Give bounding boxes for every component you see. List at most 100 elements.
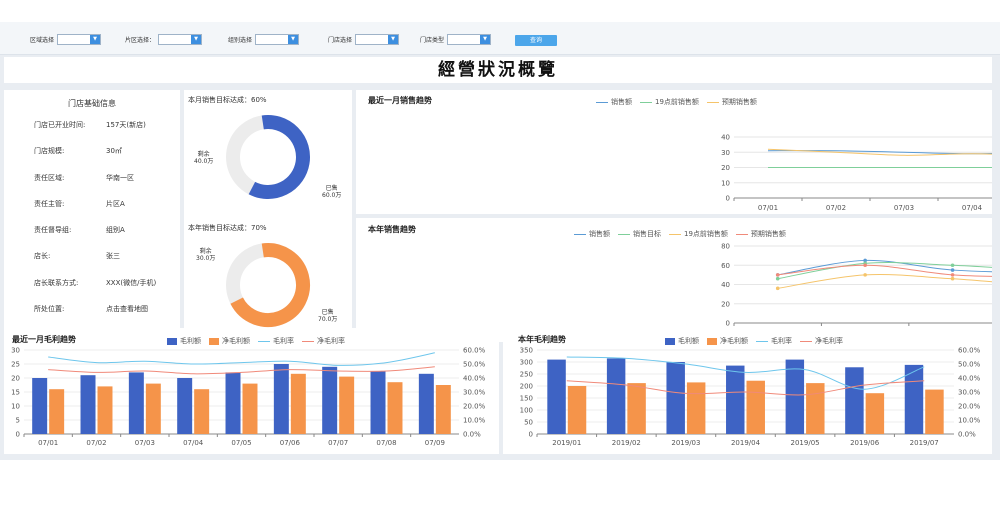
- bar: [145, 383, 161, 434]
- bar: [904, 364, 924, 434]
- x-tick-label: 2019/02: [612, 439, 641, 447]
- y2-tick-label: 30.0%: [958, 389, 981, 397]
- legend-item[interactable]: 毛利率: [756, 336, 792, 346]
- legend-item[interactable]: 净毛利额: [707, 336, 748, 346]
- legend-item[interactable]: 毛利率: [258, 336, 294, 346]
- group-select[interactable]: ▼: [255, 33, 300, 45]
- store-type-filter: 门店类型 ▼: [420, 33, 492, 45]
- bar: [49, 389, 65, 434]
- chevron-down-icon[interactable]: ▼: [480, 34, 491, 44]
- month-profit-title: 最近一月毛利趋势: [12, 335, 76, 344]
- bar: [606, 358, 626, 434]
- chevron-down-icon[interactable]: ▼: [388, 34, 399, 44]
- page-title: 經營狀況概覽: [438, 60, 558, 80]
- donut-filled-arc: [248, 115, 310, 199]
- legend-item[interactable]: 毛利额: [665, 336, 699, 346]
- chevron-down-icon[interactable]: ▼: [191, 34, 202, 44]
- month-profit-legend: 毛利额 净毛利额 毛利率 净毛利率: [167, 336, 353, 346]
- region-select[interactable]: ▼: [57, 33, 102, 45]
- legend-item[interactable]: 19点前销售额: [640, 97, 699, 107]
- year-target-title: 本年销售目标达成：70%: [188, 224, 267, 232]
- bar: [785, 359, 805, 434]
- y-tick-label: 0: [529, 431, 533, 439]
- y-tick-label: 40: [721, 134, 730, 142]
- store-select[interactable]: ▼: [355, 33, 400, 45]
- info-row: 责任区域: 华南一区: [34, 174, 134, 182]
- year-profit-title: 本年毛利趋势: [518, 335, 566, 344]
- bar: [273, 364, 289, 434]
- rate-line: [566, 380, 925, 396]
- year-profit-chart: 0 50 100 150 200 250 300 350 0.0% 10.0% 20.0% 30.0%…: [520, 347, 981, 448]
- y2-tick-label: 10.0%: [958, 417, 981, 425]
- bar: [726, 365, 745, 434]
- month-profit-chart: 0 5 10 15 20 25 30 0.0% 10.0% 20.0% 30.0% 40.0% 50.0…: [11, 347, 486, 448]
- year-sold-label: 已售 70.0万: [318, 309, 338, 323]
- legend-item[interactable]: 净毛利率: [302, 336, 345, 346]
- district-select[interactable]: ▼: [158, 33, 203, 45]
- legend-item[interactable]: 预期销售额: [706, 97, 757, 107]
- bar: [370, 371, 386, 434]
- month-sales-panel: 最近一月销售趋势 销售额 19点前销售额 预期销售额 0 10 20 30 40 07/0…: [356, 90, 992, 214]
- y2-tick-label: 40.0%: [958, 375, 981, 383]
- dashboard: 区域选择 ▼ 片区选择： ▼ 组别选择 ▼ 门店选择 ▼ 门店类型 ▼ 查询 經…: [0, 22, 1000, 460]
- map-link[interactable]: 点击查看地图: [106, 305, 148, 313]
- series-line: [767, 150, 992, 155]
- query-button[interactable]: 查询: [515, 35, 557, 46]
- x-tick-label: 07/04: [183, 439, 204, 447]
- y-tick-label: 10: [11, 403, 20, 411]
- bar: [194, 389, 210, 434]
- year-target-donut: [226, 243, 310, 327]
- y-tick-label: 30: [721, 149, 730, 157]
- bar: [225, 372, 241, 434]
- year-sales-panel: 本年销售趋势 销售额 销售目标 19点前销售额 预期销售额 0204060802…: [356, 218, 992, 342]
- data-point: [863, 263, 867, 268]
- bar: [865, 393, 885, 434]
- y-tick-label: 250: [520, 371, 533, 379]
- y-tick-label: 0: [16, 431, 20, 439]
- rate-line: [566, 356, 925, 390]
- info-row: 责任督导组: 组别A: [34, 226, 125, 234]
- chevron-down-icon[interactable]: ▼: [288, 34, 299, 44]
- y-tick-label: 0: [726, 320, 730, 328]
- legend-item[interactable]: 销售额: [574, 229, 610, 239]
- group-filter-label: 组别选择: [228, 36, 253, 44]
- region-filter: 区域选择 ▼: [30, 33, 102, 45]
- x-tick-label: 07/01: [38, 439, 58, 447]
- y-tick-label: 0: [726, 195, 730, 203]
- y2-tick-label: 60.0%: [463, 347, 486, 355]
- rate-line: [48, 366, 435, 375]
- month-remain-label: 剩余 40.0万: [194, 151, 214, 165]
- month-target-title: 本月销售目标达成：60%: [188, 96, 267, 104]
- legend-item[interactable]: 销售目标: [618, 229, 661, 239]
- y-tick-label: 80: [721, 243, 730, 251]
- legend-item[interactable]: 毛利额: [167, 336, 201, 346]
- y-tick-label: 20: [11, 375, 20, 383]
- bar: [547, 359, 566, 434]
- series-line: [777, 274, 992, 289]
- legend-item[interactable]: 预期销售额: [735, 229, 786, 239]
- sales-target-panel: 本月销售目标达成：60% 剩余 40.0万 已售 60.0万 本年销售目标达成：70…: [184, 90, 352, 342]
- data-point: [863, 258, 867, 263]
- store-filter: 门店选择 ▼: [328, 33, 400, 45]
- legend-item[interactable]: 净毛利额: [209, 336, 250, 346]
- store-type-select[interactable]: ▼: [447, 33, 492, 45]
- data-point: [950, 263, 955, 268]
- y2-tick-label: 10.0%: [463, 417, 486, 425]
- y-tick-label: 40: [721, 281, 730, 289]
- legend-item[interactable]: 净毛利率: [800, 336, 843, 346]
- x-tick-label: 07/09: [425, 439, 445, 447]
- chevron-down-icon[interactable]: ▼: [90, 34, 101, 44]
- x-tick-label: 07/05: [231, 439, 251, 447]
- legend-item[interactable]: 19点前销售额: [669, 229, 728, 239]
- legend-item[interactable]: 销售额: [596, 97, 632, 107]
- y2-tick-label: 60.0%: [958, 347, 981, 355]
- info-row: 责任主管: 片区A: [34, 200, 125, 208]
- data-point: [950, 276, 955, 281]
- bar: [925, 389, 944, 434]
- bar: [322, 366, 338, 434]
- district-filter-label: 片区选择：: [125, 36, 156, 44]
- info-row: 所处位置: 点击查看地图: [34, 305, 148, 313]
- y-tick-label: 20: [721, 164, 730, 172]
- y-tick-label: 350: [520, 347, 533, 355]
- x-tick-label: 2019/06: [850, 439, 880, 447]
